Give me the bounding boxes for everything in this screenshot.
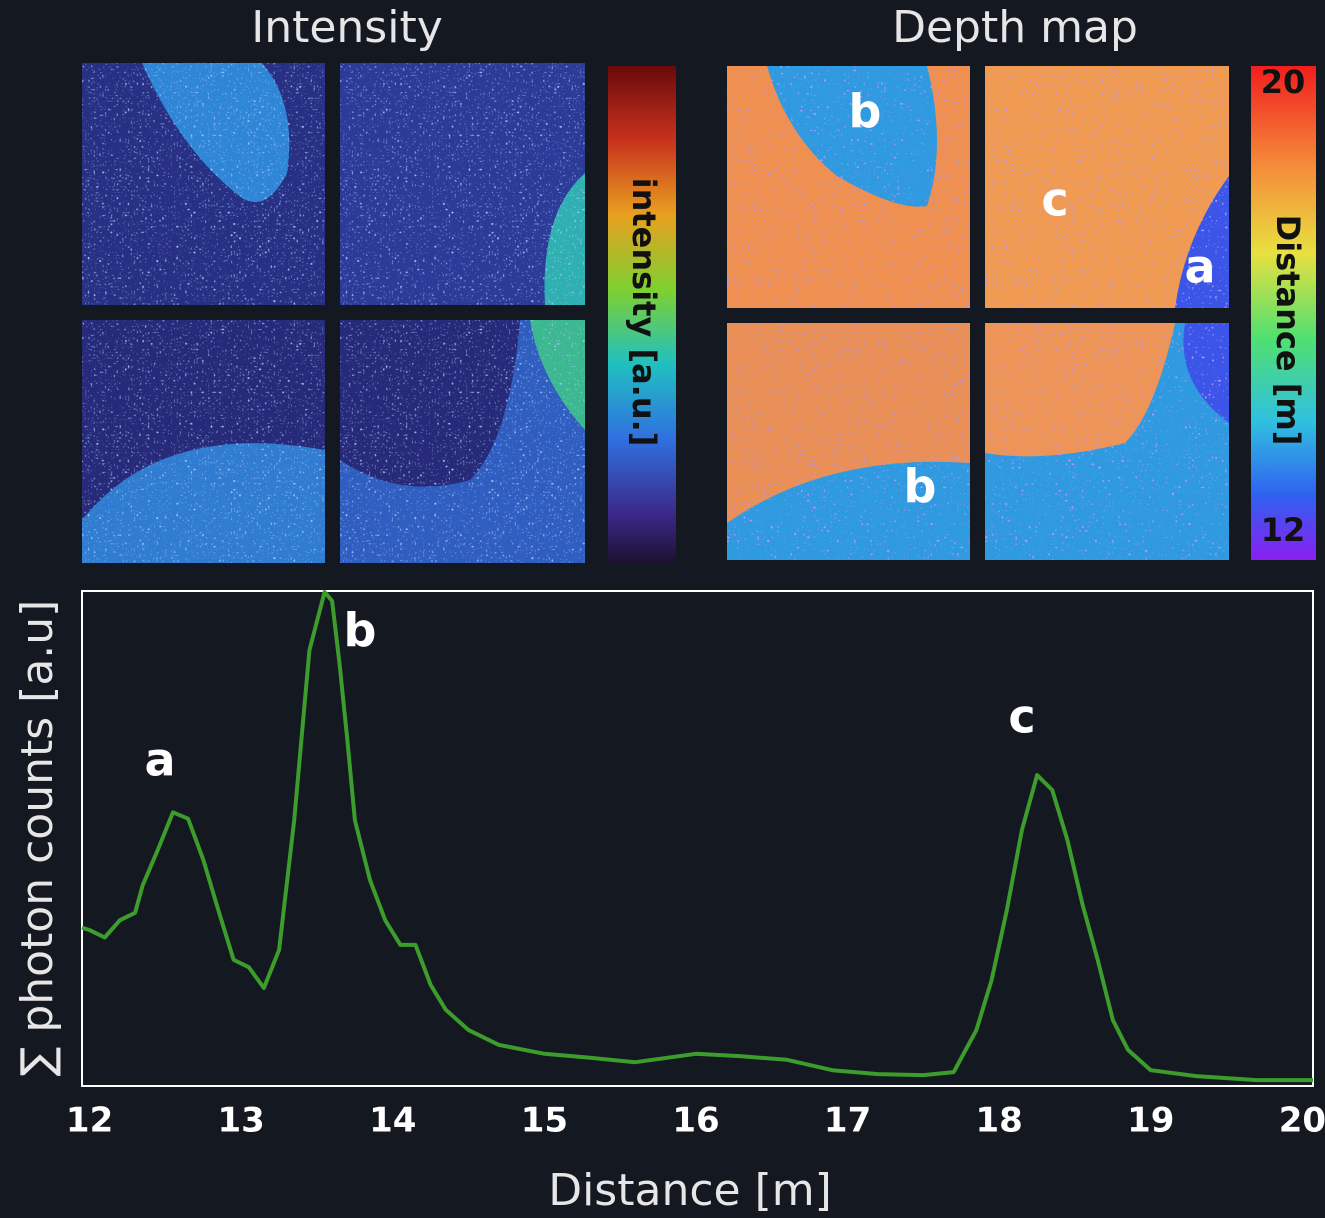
panel-title: Depth map <box>892 2 1138 53</box>
x-tick-label: 19 <box>1127 1101 1174 1141</box>
intensity-maps: Intensity intensity [a.u.] <box>82 2 676 563</box>
depth-maps: Depth map Distance [m] b c a b <box>727 2 1316 560</box>
region-label: a <box>1184 240 1215 294</box>
intensity-map <box>340 63 585 305</box>
colorbar-label: intensity [a.u.] <box>625 178 663 447</box>
colorbar-label: Distance [m] <box>1269 215 1307 446</box>
y-axis-label: ∑ photon counts [a.u] <box>12 600 63 1077</box>
colorbar-tick-label: 12 <box>1261 511 1306 549</box>
x-tick-label: 17 <box>824 1101 871 1141</box>
x-tick-label: 18 <box>976 1101 1023 1141</box>
intensity-map <box>340 320 585 563</box>
x-tick-label: 12 <box>66 1101 113 1141</box>
plot-frame <box>81 590 1314 1087</box>
x-tick-label: 15 <box>521 1101 568 1141</box>
colorbar-tick-label: 20 <box>1261 63 1306 101</box>
depth-map <box>985 323 1229 560</box>
data-line <box>81 590 1313 1083</box>
depth-colorbar <box>1251 66 1316 560</box>
region-label: c <box>1041 173 1068 227</box>
depth-map <box>985 66 1229 308</box>
depth-map <box>727 66 970 308</box>
x-tick-label: 16 <box>672 1101 719 1141</box>
x-tick-label: 14 <box>369 1101 416 1141</box>
region-label: b <box>904 460 937 514</box>
depth-map <box>727 323 970 560</box>
x-tick-label: 13 <box>218 1101 265 1141</box>
peak-label: b <box>344 604 377 658</box>
peak-label: a <box>144 733 175 787</box>
x-axis-label: Distance [m] <box>548 1165 832 1216</box>
peak-label: c <box>1008 690 1035 744</box>
region-label: b <box>849 85 882 139</box>
intensity-map <box>82 63 325 305</box>
intensity-map <box>82 320 325 563</box>
intensity-colorbar <box>608 66 676 563</box>
panel-title: Intensity <box>251 2 443 53</box>
x-tick-label: 20 <box>1279 1101 1325 1141</box>
